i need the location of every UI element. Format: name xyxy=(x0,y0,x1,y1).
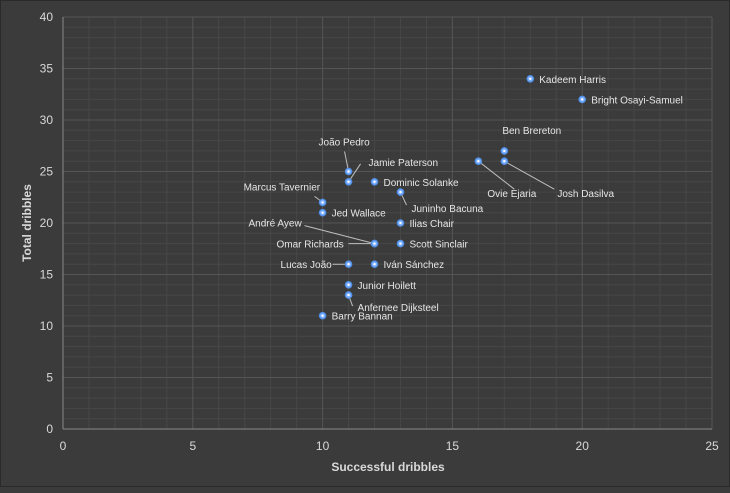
data-point-core xyxy=(347,170,350,173)
x-tick-label: 15 xyxy=(446,439,460,453)
y-tick-label: 15 xyxy=(40,268,54,282)
leader-line xyxy=(504,160,555,190)
leader-line xyxy=(304,225,375,245)
point-label: Anfernee Dijksteel xyxy=(358,303,439,314)
point-label: Omar Richards xyxy=(277,240,344,251)
point-label: Jamie Paterson xyxy=(369,158,438,169)
data-point-core xyxy=(321,314,324,317)
y-tick-label: 20 xyxy=(40,216,54,230)
data-point-core xyxy=(503,160,506,163)
x-tick-label: 25 xyxy=(705,439,719,453)
y-tick-label: 25 xyxy=(40,165,54,179)
point-label: Josh Dasilva xyxy=(557,189,614,200)
x-tick-label: 20 xyxy=(576,439,590,453)
data-points xyxy=(318,75,587,320)
data-point-core xyxy=(581,98,584,101)
axes: 0 5 10 15 20 25 0 5 10 15 20 25 30 35 40 xyxy=(40,10,719,453)
point-label: João Pedro xyxy=(319,138,371,149)
point-label: Lucas João xyxy=(281,260,333,271)
data-point-core xyxy=(347,263,350,266)
point-label: Iván Sánchez xyxy=(384,260,445,271)
data-point-core xyxy=(399,242,402,245)
point-label: Juninho Bacuna xyxy=(411,204,483,215)
leader-line xyxy=(478,160,515,190)
y-axis-title: Total dribbles xyxy=(20,184,34,262)
y-tick-label: 10 xyxy=(40,319,54,333)
data-point-core xyxy=(347,180,350,183)
data-point-core xyxy=(373,263,376,266)
point-label: Ovie Ejaria xyxy=(487,189,536,200)
point-label: Junior Hoilett xyxy=(358,281,417,292)
data-point-core xyxy=(347,283,350,286)
y-tick-label: 30 xyxy=(40,113,54,127)
data-point-core xyxy=(347,293,350,297)
data-point-core xyxy=(477,160,480,163)
y-tick-label: 0 xyxy=(46,422,53,436)
point-labels: Kadeem Harris Bright Osayi-Samuel Ben Brer… xyxy=(244,75,683,323)
data-point-core xyxy=(373,242,376,245)
point-label: Scott Sinclair xyxy=(409,240,468,251)
y-tick-label: 5 xyxy=(46,371,53,385)
y-tick-label: 35 xyxy=(40,62,54,76)
x-axis-title: Successful dribbles xyxy=(331,460,445,474)
point-label: Kadeem Harris xyxy=(539,75,606,86)
data-point-core xyxy=(321,201,324,204)
point-label: Jed Wallace xyxy=(332,209,387,220)
point-label: Marcus Tavernier xyxy=(244,182,321,193)
data-point-core xyxy=(399,190,402,194)
point-label: Barry Bannan xyxy=(332,312,393,323)
data-point-core xyxy=(321,211,324,214)
x-tick-label: 10 xyxy=(316,439,330,453)
data-point-core xyxy=(399,221,402,225)
data-point-core xyxy=(503,149,506,153)
point-label: André Ayew xyxy=(249,219,303,230)
data-point-core xyxy=(373,180,376,183)
point-label: Ilias Chair xyxy=(409,219,454,230)
x-tick-label: 0 xyxy=(60,439,67,453)
point-label: Ben Brereton xyxy=(502,126,561,137)
x-tick-label: 5 xyxy=(189,439,196,453)
y-tick-label: 40 xyxy=(40,10,54,24)
point-label: Dominic Solanke xyxy=(384,178,459,189)
point-label: Bright Osayi-Samuel xyxy=(591,95,683,106)
data-point-core xyxy=(529,77,532,81)
grid xyxy=(62,16,713,430)
